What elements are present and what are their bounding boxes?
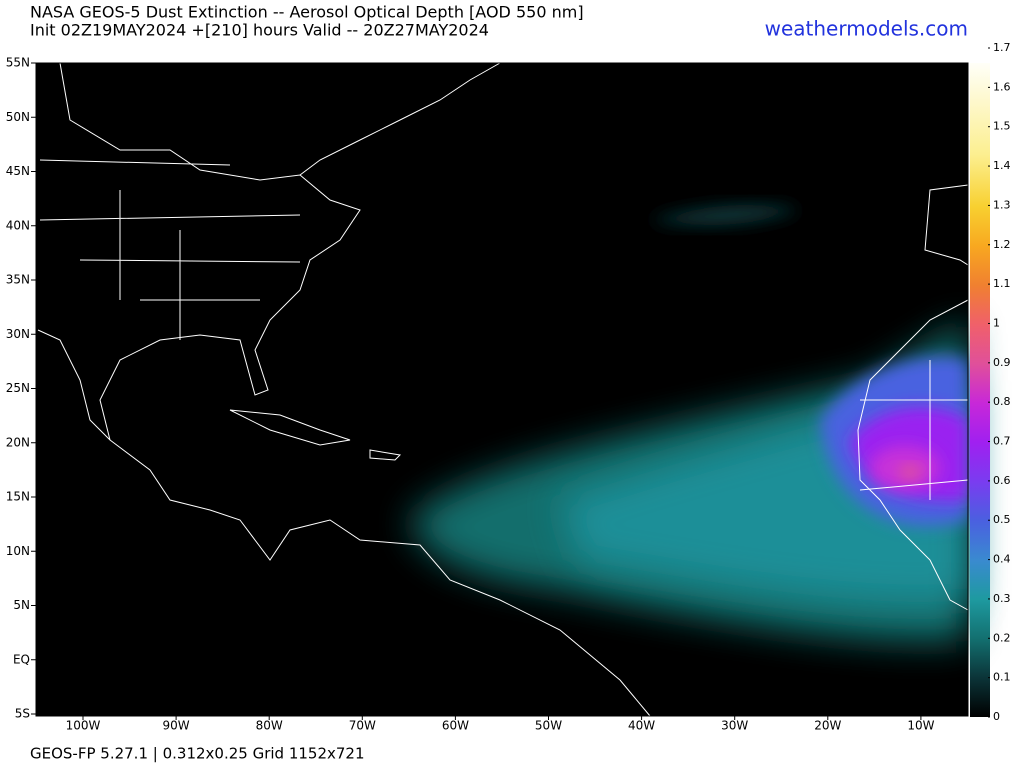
colorbar-label: 1 [993,316,1000,329]
lat-label: 5N [13,598,30,612]
colorbar-label: 0.8 [993,395,1011,408]
colorbar-label: 0.2 [993,631,1011,644]
lat-label: 5S [15,707,30,721]
lon-label: 100W [66,719,101,733]
lon-label: 20W [814,719,841,733]
colorbar-label: 1.6 [993,80,1011,93]
colorbar-label: 1.3 [993,198,1011,211]
lat-label: 55N [6,56,30,70]
lat-label: 20N [6,435,30,449]
lon-label: 50W [535,719,562,733]
colorbar-label: 0.7 [993,435,1011,448]
lat-label: 45N [6,164,30,178]
lat-label: 50N [6,110,30,124]
lon-label: 90W [163,719,190,733]
coastlines [37,62,969,717]
lat-label: 25N [6,381,30,395]
colorbar-label: 0.9 [993,356,1011,369]
lon-label: 70W [349,719,376,733]
colorbar-label: 1.1 [993,277,1011,290]
lat-label: 40N [6,218,30,232]
lon-label: 60W [442,719,469,733]
lat-label: 35N [6,273,30,287]
site: weathermodels.com [765,17,968,41]
lat-label: 30N [6,327,30,341]
subtitle: Init 02Z19MAY2024 +[210] hours Valid -- … [30,21,489,40]
colorbar-label: 0.1 [993,671,1011,684]
colorbar-label: 0.4 [993,553,1011,566]
lat-label: EQ [13,652,30,666]
lon-label: 10W [907,719,934,733]
colorbar-label: 0.6 [993,474,1011,487]
title: NASA GEOS-5 Dust Extinction -- Aerosol O… [30,3,584,22]
colorbar [970,63,990,717]
lat-label: 15N [6,490,30,504]
colorbar-label: 0.5 [993,513,1011,526]
colorbar-label: 1.5 [993,120,1011,133]
colorbar-label: 0.3 [993,592,1011,605]
lon-label: 80W [256,719,283,733]
colorbar-label: 0 [993,710,1000,723]
colorbar-label: 1.4 [993,159,1011,172]
map-frame [35,62,969,717]
dust-plume [410,204,968,642]
lat-label: 10N [6,544,30,558]
lon-label: 30W [721,719,748,733]
lon-label: 40W [628,719,655,733]
colorbar-label: 1.2 [993,238,1011,251]
footer: GEOS-FP 5.27.1 | 0.312x0.25 Grid 1152x72… [30,745,365,763]
colorbar-label: 1.7 [993,41,1011,54]
